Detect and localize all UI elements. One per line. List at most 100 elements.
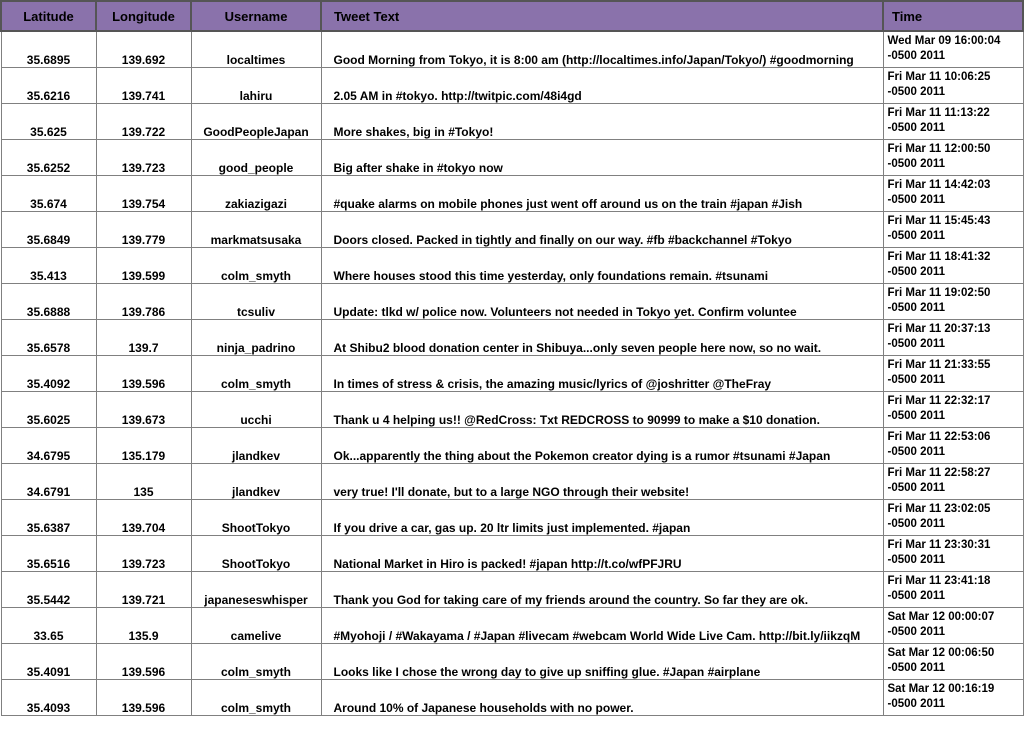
cell-longitude: 135.179 (96, 427, 191, 463)
cell-time: Fri Mar 11 23:30:31 -0500 2011 (883, 535, 1023, 571)
cell-longitude: 139.723 (96, 139, 191, 175)
table-row: 33.65135.9camelive#Myohoji / #Wakayama /… (1, 607, 1023, 643)
cell-tweet: Looks like I chose the wrong day to give… (321, 643, 883, 679)
cell-tweet: Ok...apparently the thing about the Poke… (321, 427, 883, 463)
cell-latitude: 34.6791 (1, 463, 96, 499)
cell-time: Fri Mar 11 20:37:13 -0500 2011 (883, 319, 1023, 355)
cell-longitude: 139.596 (96, 643, 191, 679)
cell-tweet: Thank u 4 helping us!! @RedCross: Txt RE… (321, 391, 883, 427)
cell-tweet: Doors closed. Packed in tightly and fina… (321, 211, 883, 247)
cell-username: colm_smyth (191, 643, 321, 679)
cell-longitude: 139.596 (96, 679, 191, 715)
cell-tweet: very true! I'll donate, but to a large N… (321, 463, 883, 499)
cell-tweet: #quake alarms on mobile phones just went… (321, 175, 883, 211)
cell-time: Fri Mar 11 19:02:50 -0500 2011 (883, 283, 1023, 319)
cell-username: ninja_padrino (191, 319, 321, 355)
cell-latitude: 35.4093 (1, 679, 96, 715)
cell-time: Fri Mar 11 22:32:17 -0500 2011 (883, 391, 1023, 427)
header-longitude: Longitude (96, 1, 191, 31)
table-row: 35.6216139.741lahiru2.05 AM in #tokyo. h… (1, 67, 1023, 103)
tweets-table: Latitude Longitude Username Tweet Text T… (0, 0, 1024, 716)
cell-longitude: 135.9 (96, 607, 191, 643)
cell-time: Sat Mar 12 00:16:19 -0500 2011 (883, 679, 1023, 715)
cell-tweet: Update: tlkd w/ police now. Volunteers n… (321, 283, 883, 319)
cell-longitude: 139.754 (96, 175, 191, 211)
cell-latitude: 35.413 (1, 247, 96, 283)
cell-username: GoodPeopleJapan (191, 103, 321, 139)
table-row: 34.6795135.179jlandkevOk...apparently th… (1, 427, 1023, 463)
cell-tweet: Big after shake in #tokyo now (321, 139, 883, 175)
cell-username: zakiazigazi (191, 175, 321, 211)
cell-longitude: 139.599 (96, 247, 191, 283)
cell-username: colm_smyth (191, 679, 321, 715)
cell-username: jlandkev (191, 463, 321, 499)
table-row: 35.6895139.692localtimesGood Morning fro… (1, 31, 1023, 67)
cell-time: Sat Mar 12 00:00:07 -0500 2011 (883, 607, 1023, 643)
cell-longitude: 139.786 (96, 283, 191, 319)
cell-tweet: Where houses stood this time yesterday, … (321, 247, 883, 283)
table-row: 35.4093139.596colm_smythAround 10% of Ja… (1, 679, 1023, 715)
cell-longitude: 139.722 (96, 103, 191, 139)
cell-tweet: #Myohoji / #Wakayama / #Japan #livecam #… (321, 607, 883, 643)
cell-latitude: 35.6025 (1, 391, 96, 427)
table-row: 35.6025139.673ucchiThank u 4 helping us!… (1, 391, 1023, 427)
cell-latitude: 33.65 (1, 607, 96, 643)
cell-latitude: 35.6387 (1, 499, 96, 535)
cell-username: camelive (191, 607, 321, 643)
table-row: 35.625139.722GoodPeopleJapanMore shakes,… (1, 103, 1023, 139)
table-row: 35.4091139.596colm_smythLooks like I cho… (1, 643, 1023, 679)
table-row: 35.6516139.723ShootTokyoNational Market … (1, 535, 1023, 571)
cell-latitude: 35.6895 (1, 31, 96, 67)
cell-latitude: 35.4092 (1, 355, 96, 391)
cell-latitude: 34.6795 (1, 427, 96, 463)
cell-longitude: 139.673 (96, 391, 191, 427)
cell-latitude: 35.6216 (1, 67, 96, 103)
table-row: 35.6252139.723good_peopleBig after shake… (1, 139, 1023, 175)
cell-username: tcsuliv (191, 283, 321, 319)
cell-time: Sat Mar 12 00:06:50 -0500 2011 (883, 643, 1023, 679)
cell-tweet: In times of stress & crisis, the amazing… (321, 355, 883, 391)
table-row: 35.5442139.721japaneseswhisperThank you … (1, 571, 1023, 607)
cell-latitude: 35.6849 (1, 211, 96, 247)
cell-time: Wed Mar 09 16:00:04 -0500 2011 (883, 31, 1023, 67)
cell-longitude: 139.721 (96, 571, 191, 607)
cell-time: Fri Mar 11 23:02:05 -0500 2011 (883, 499, 1023, 535)
header-latitude: Latitude (1, 1, 96, 31)
table-header: Latitude Longitude Username Tweet Text T… (1, 1, 1023, 31)
cell-username: good_people (191, 139, 321, 175)
cell-latitude: 35.674 (1, 175, 96, 211)
cell-latitude: 35.5442 (1, 571, 96, 607)
cell-username: lahiru (191, 67, 321, 103)
header-tweet: Tweet Text (321, 1, 883, 31)
cell-time: Fri Mar 11 22:53:06 -0500 2011 (883, 427, 1023, 463)
table-row: 35.6849139.779markmatsusakaDoors closed.… (1, 211, 1023, 247)
cell-tweet: At Shibu2 blood donation center in Shibu… (321, 319, 883, 355)
cell-latitude: 35.4091 (1, 643, 96, 679)
cell-tweet: 2.05 AM in #tokyo. http://twitpic.com/48… (321, 67, 883, 103)
cell-username: ucchi (191, 391, 321, 427)
cell-latitude: 35.6578 (1, 319, 96, 355)
table-body: 35.6895139.692localtimesGood Morning fro… (1, 31, 1023, 715)
cell-tweet: Around 10% of Japanese households with n… (321, 679, 883, 715)
cell-tweet: If you drive a car, gas up. 20 ltr limit… (321, 499, 883, 535)
cell-time: Fri Mar 11 11:13:22 -0500 2011 (883, 103, 1023, 139)
cell-time: Fri Mar 11 15:45:43 -0500 2011 (883, 211, 1023, 247)
cell-time: Fri Mar 11 23:41:18 -0500 2011 (883, 571, 1023, 607)
cell-latitude: 35.625 (1, 103, 96, 139)
table-row: 35.6578139.7ninja_padrinoAt Shibu2 blood… (1, 319, 1023, 355)
cell-time: Fri Mar 11 14:42:03 -0500 2011 (883, 175, 1023, 211)
table-row: 35.6387139.704ShootTokyoIf you drive a c… (1, 499, 1023, 535)
cell-longitude: 139.7 (96, 319, 191, 355)
table-row: 34.6791135jlandkevvery true! I'll donate… (1, 463, 1023, 499)
cell-time: Fri Mar 11 21:33:55 -0500 2011 (883, 355, 1023, 391)
cell-longitude: 139.741 (96, 67, 191, 103)
cell-tweet: More shakes, big in #Tokyo! (321, 103, 883, 139)
cell-tweet: Good Morning from Tokyo, it is 8:00 am (… (321, 31, 883, 67)
cell-username: colm_smyth (191, 355, 321, 391)
cell-latitude: 35.6252 (1, 139, 96, 175)
cell-username: colm_smyth (191, 247, 321, 283)
table-row: 35.4092139.596colm_smythIn times of stre… (1, 355, 1023, 391)
cell-tweet: National Market in Hiro is packed! #japa… (321, 535, 883, 571)
cell-longitude: 139.704 (96, 499, 191, 535)
cell-latitude: 35.6516 (1, 535, 96, 571)
